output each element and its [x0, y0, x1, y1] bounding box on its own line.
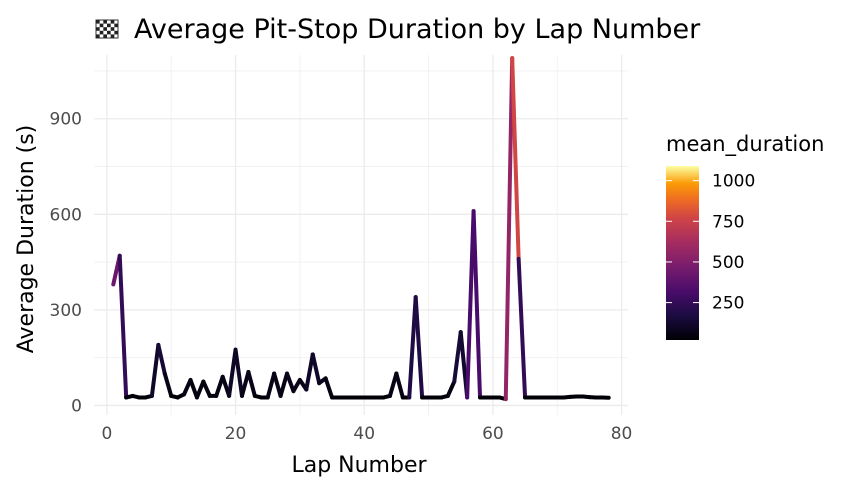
legend-colorbar: [666, 166, 699, 340]
line-segment: [407, 295, 418, 400]
line-segment: [510, 56, 521, 261]
line-segment: [304, 352, 315, 392]
legend: mean_duration 250 500 750 1000: [666, 132, 824, 340]
line-segment: [323, 376, 335, 400]
line-segment: [246, 369, 257, 398]
x-axis-title: Lap Number: [291, 453, 427, 478]
line-segment: [201, 379, 212, 398]
checkered-flag-icon: [95, 19, 119, 39]
plot-grid: [94, 55, 628, 415]
line-segment: [156, 342, 167, 376]
x-tick-label: 80: [611, 424, 633, 444]
chart-title-text: Average Pit-Stop Duration by Lap Number: [134, 14, 701, 45]
line-segment: [516, 256, 528, 400]
y-tick-label: 600: [50, 205, 82, 225]
line-segment: [413, 295, 425, 400]
line-segment: [310, 352, 322, 386]
legend-title: mean_duration: [666, 132, 824, 157]
x-tick-label: 60: [482, 424, 504, 444]
line-segment: [239, 369, 251, 398]
line-segment: [233, 347, 244, 398]
y-axis-ticks: 0 300 600 900: [50, 110, 82, 417]
x-tick-label: 20: [225, 424, 247, 444]
line-segment: [445, 379, 457, 398]
x-tick-label: 40: [353, 424, 375, 444]
line-segment: [471, 209, 483, 400]
line-segment: [272, 371, 283, 398]
y-tick-label: 0: [71, 396, 82, 416]
line-segment: [117, 253, 129, 400]
y-tick-label: 300: [50, 301, 82, 321]
legend-tick-label: 1000: [712, 172, 755, 192]
legend-tick-label: 750: [712, 212, 744, 232]
line-segment: [387, 371, 399, 398]
data-series-line: [111, 56, 611, 402]
x-tick-label: 0: [101, 424, 112, 444]
line-segment: [503, 56, 515, 402]
legend-tick-label: 250: [712, 294, 744, 314]
legend-tick-label: 500: [712, 253, 744, 273]
line-segment: [278, 371, 290, 398]
line-segment: [227, 347, 238, 398]
y-tick-label: 900: [50, 110, 82, 130]
chart-title: Average Pit-Stop Duration by Lap Number: [95, 14, 701, 45]
line-segment: [149, 342, 161, 398]
y-axis-title: Average Duration (s): [14, 125, 39, 354]
line-segment: [465, 209, 476, 400]
line-segment: [194, 379, 206, 400]
x-axis-ticks: 0 20 40 60 80: [101, 424, 632, 444]
line-segment: [188, 377, 199, 400]
line-segment: [285, 371, 296, 394]
line-segment: [394, 371, 405, 400]
line-segment: [265, 371, 277, 400]
legend-ticks: 250 500 750 1000: [666, 172, 755, 314]
line-segment: [214, 374, 225, 398]
line-segment: [162, 371, 174, 398]
